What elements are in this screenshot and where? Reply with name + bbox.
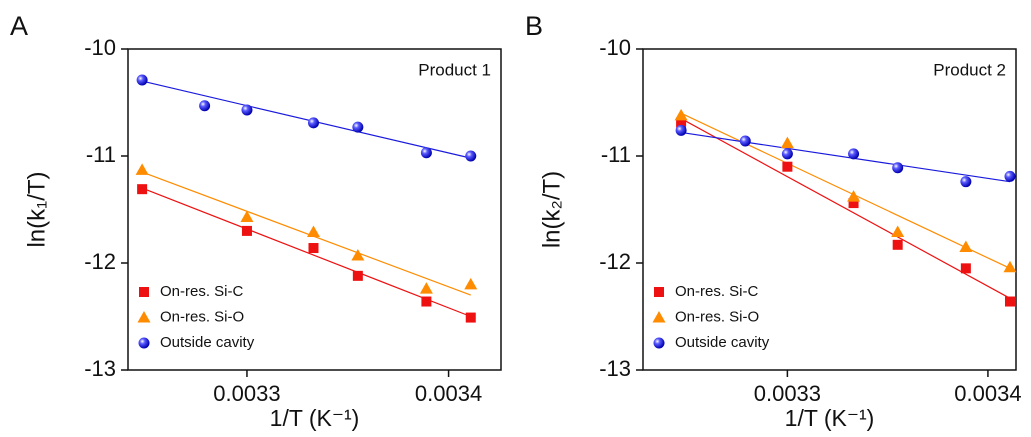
x-axis-label: 1/T (K⁻¹) (270, 405, 360, 431)
x-tick-label: 0.0033 (213, 381, 280, 406)
data-point (352, 121, 364, 133)
data-point (892, 162, 904, 174)
fit-line (681, 131, 1011, 183)
y-tick-label: -12 (84, 249, 116, 274)
y-tick-label: -11 (601, 142, 631, 167)
data-point (782, 161, 793, 172)
data-point (739, 135, 751, 147)
fit-line (680, 118, 1011, 299)
y-tick-label: -10 (599, 35, 631, 60)
legend-label: Outside cavity (160, 334, 255, 351)
data-point (351, 249, 365, 261)
legend-marker (652, 311, 666, 323)
data-point (1004, 170, 1016, 182)
data-point (420, 147, 432, 159)
legend-marker (137, 311, 151, 323)
data-point (847, 190, 861, 202)
data-point (675, 124, 687, 136)
legend-label: On-res. Si-C (675, 283, 759, 300)
data-point (960, 263, 971, 274)
data-point (464, 277, 478, 290)
x-axis-label: 1/T (K⁻¹) (785, 405, 875, 431)
fit-line (141, 171, 471, 296)
data-point (1003, 260, 1017, 273)
annotation: Product 2 (933, 60, 1006, 79)
data-point (419, 282, 433, 294)
data-point (465, 150, 477, 162)
plot-frame (642, 48, 1017, 371)
legend-label: Outside cavity (675, 334, 770, 351)
data-point (352, 270, 363, 281)
data-point (676, 117, 687, 128)
data-point (306, 225, 320, 237)
fit-line (680, 112, 1011, 269)
data-point (1004, 296, 1015, 307)
y-tick-label: -13 (599, 356, 631, 381)
fit-line (141, 187, 471, 318)
fit-line (141, 80, 471, 159)
y-tick-label: -12 (599, 249, 631, 274)
data-point (848, 148, 860, 160)
legend-label: On-res. Si-O (160, 308, 244, 325)
x-tick-label: 0.0033 (754, 381, 821, 406)
data-point (199, 100, 211, 112)
data-point (307, 117, 319, 129)
data-point (891, 225, 905, 237)
data-point (781, 148, 793, 160)
plot-frame (127, 48, 502, 371)
data-point (421, 296, 432, 307)
data-point (848, 198, 859, 209)
data-point (959, 240, 973, 252)
data-point (241, 104, 253, 116)
y-axis-label: ln(k₁/T) (23, 171, 50, 247)
data-point (135, 163, 149, 175)
y-tick-label: -11 (86, 142, 116, 167)
data-point (465, 312, 476, 323)
legend-label: On-res. Si-O (675, 308, 759, 325)
y-tick-label: -13 (84, 356, 116, 381)
legend-marker (139, 287, 149, 297)
legend-marker (653, 337, 665, 349)
data-point (780, 136, 794, 149)
data-point (240, 210, 254, 222)
x-tick-label: 0.0034 (954, 381, 1021, 406)
legend-marker (654, 287, 664, 297)
legend-label: On-res. Si-C (160, 283, 244, 300)
annotation: Product 1 (418, 60, 491, 79)
y-tick-label: -10 (84, 35, 116, 60)
panel-label: B (525, 11, 543, 41)
data-point (137, 184, 148, 195)
x-tick-label: 0.0034 (415, 381, 482, 406)
legend-marker (138, 337, 150, 349)
data-point (960, 176, 972, 188)
data-point (308, 243, 319, 254)
data-point (241, 225, 252, 236)
panel-label: A (10, 11, 28, 41)
data-point (674, 108, 688, 121)
data-point (136, 74, 148, 86)
y-axis-label: ln(k₂/T) (538, 171, 565, 248)
data-point (892, 239, 903, 250)
